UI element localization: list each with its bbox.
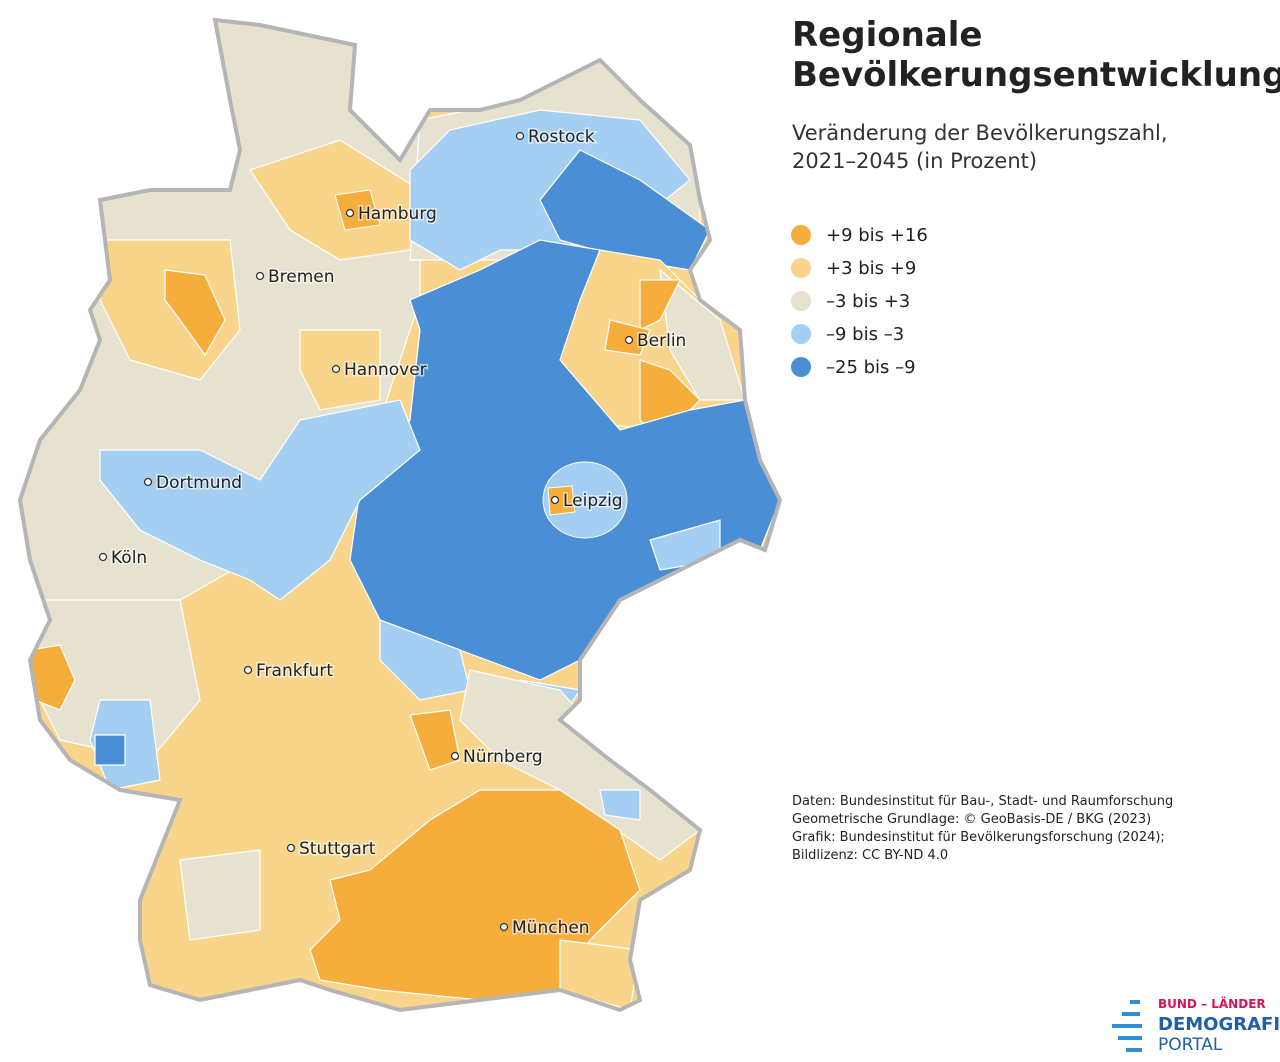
city-label: Hamburg [358, 204, 437, 224]
city-label: Hannover [344, 360, 427, 380]
region [99, 399, 421, 601]
city-marker [345, 208, 355, 218]
region [559, 939, 641, 1010]
logo-bar [1130, 1000, 1140, 1004]
subtitle: Veränderung der Bevölkerungszahl, [792, 121, 1168, 145]
region [164, 269, 226, 357]
source: Bildlizenz: CC BY-ND 4.0 [792, 848, 948, 863]
logo-bar [1112, 1024, 1142, 1028]
region [547, 485, 576, 516]
source: Geometrische Grundlage: © GeoBasis-DE / … [792, 812, 1151, 827]
city-label: Köln [111, 548, 147, 568]
legend-label: +9 bis +16 [826, 225, 928, 246]
region [334, 189, 381, 231]
region [542, 461, 628, 539]
title: Regionale [792, 15, 982, 55]
region [639, 279, 681, 331]
region [659, 268, 746, 401]
logo-bar [1118, 1036, 1142, 1040]
region [349, 239, 780, 681]
city-label: Rostock [528, 127, 595, 147]
city-label: München [512, 918, 590, 938]
legend-swatch [791, 258, 811, 278]
legend-label: +3 bis +9 [826, 258, 916, 279]
city-marker [255, 271, 265, 281]
title: Bevölkerungsentwicklung [792, 55, 1280, 95]
region [179, 849, 261, 941]
region [249, 139, 421, 261]
country-border [17, 17, 783, 1013]
logo-bar [1122, 1012, 1140, 1016]
region [409, 709, 461, 771]
source: Grafik: Bundesinstitut für Bevölkerungsf… [792, 830, 1165, 845]
legend-label: –3 bis +3 [826, 291, 910, 312]
region [94, 734, 126, 766]
subtitle: 2021–2045 (in Prozent) [792, 149, 1037, 173]
city-marker [499, 922, 509, 932]
region [599, 789, 641, 821]
city-marker [286, 843, 296, 853]
city-marker [450, 751, 460, 761]
region [539, 149, 711, 271]
city-label: Frankfurt [256, 661, 333, 681]
city-label: Berlin [637, 331, 686, 351]
region [309, 789, 641, 1001]
source: Daten: Bundesinstitut für Bau-, Stadt- u… [792, 794, 1173, 809]
legend-swatch [791, 225, 811, 245]
logo-text: BUND – LÄNDER [1158, 996, 1266, 1011]
city-label: Leipzig [563, 491, 623, 511]
region [379, 619, 471, 701]
legend-swatch [791, 291, 811, 311]
city-marker [143, 477, 153, 487]
city-marker [243, 665, 253, 675]
city-marker [550, 495, 560, 505]
logo-text: PORTAL [1158, 1035, 1223, 1055]
legend-label: –9 bis –3 [826, 324, 904, 345]
city-label: Dortmund [156, 473, 242, 493]
city-marker [331, 364, 341, 374]
logo-text: DEMOGRAFIE [1158, 1014, 1280, 1035]
city-marker [98, 552, 108, 562]
city-label: Stuttgart [299, 839, 376, 859]
logo-bar [1126, 1048, 1142, 1052]
legend-swatch [791, 324, 811, 344]
city-marker [515, 131, 525, 141]
city-marker [624, 335, 634, 345]
legend-label: –25 bis –9 [826, 357, 916, 378]
city-label: Bremen [268, 267, 335, 287]
city-label: Nürnberg [463, 747, 543, 767]
legend-swatch [791, 357, 811, 377]
